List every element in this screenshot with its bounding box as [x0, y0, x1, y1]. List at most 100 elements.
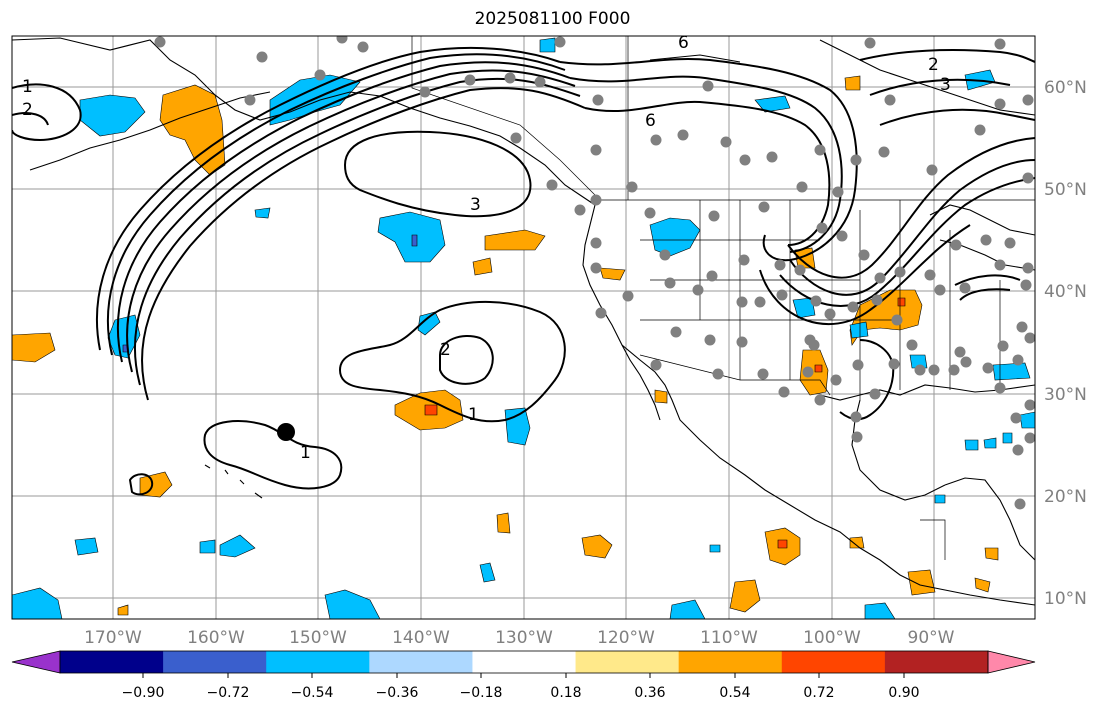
strong-positive-core [424, 404, 438, 416]
negative-anomaly-region [79, 94, 146, 137]
station-marker [766, 151, 778, 163]
station-marker [419, 86, 431, 98]
colorbar-segment [369, 651, 473, 673]
latitude-label: 60°N [1044, 78, 1087, 98]
colorbar [11, 650, 1036, 674]
contour-label: 3 [940, 75, 951, 95]
negative-anomaly-region [1019, 411, 1035, 429]
station-marker [736, 296, 748, 308]
negative-anomaly-region [324, 589, 381, 619]
station-marker [670, 326, 682, 338]
contour-label: 2 [22, 100, 33, 120]
contour-label: 2 [928, 55, 939, 75]
station-marker [824, 308, 836, 320]
station-marker [804, 334, 816, 346]
station-marker [357, 41, 369, 53]
station-marker [830, 374, 842, 386]
station-marker [464, 74, 476, 86]
contour-label: 3 [470, 195, 481, 215]
station-marker [1004, 237, 1016, 249]
negative-anomaly-region [1002, 432, 1013, 444]
latitude-label: 20°N [1044, 487, 1087, 507]
station-marker [712, 368, 724, 380]
colorbar-segment [575, 651, 680, 673]
colorbar-tick-label: −0.36 [376, 685, 419, 701]
colorbar-tick-label: −0.18 [460, 685, 503, 701]
station-marker [1016, 321, 1028, 333]
positive-anomaly-region [484, 229, 546, 251]
station-marker [796, 181, 808, 193]
station-marker [948, 364, 960, 376]
latitude-label: 10°N [1044, 589, 1087, 609]
station-marker [736, 336, 748, 348]
station-marker [554, 36, 566, 48]
station-marker [704, 334, 716, 346]
station-marker [794, 264, 806, 276]
negative-anomaly-region [219, 534, 256, 558]
negative-anomaly-region [983, 437, 997, 449]
negative-anomaly-region [909, 354, 928, 369]
longitude-label: 120°W [597, 628, 655, 648]
station-marker [757, 368, 769, 380]
anomaly-shading [12, 37, 1035, 619]
station-marker [851, 431, 863, 443]
station-marker [874, 272, 886, 284]
station-marker [546, 179, 558, 191]
colorbar-segment [163, 651, 267, 673]
station-marker [816, 222, 828, 234]
station-marker [504, 72, 516, 84]
station-marker [1022, 262, 1034, 274]
negative-anomaly-region [754, 95, 791, 113]
station-marker [934, 284, 946, 296]
station-marker [644, 207, 656, 219]
station-marker [738, 254, 750, 266]
colorbar-tick-label: 0.36 [634, 685, 665, 701]
station-marker [574, 204, 586, 216]
colorbar-extend-min [11, 650, 61, 674]
station-marker [1024, 332, 1035, 344]
station-marker [659, 249, 671, 261]
station-marker [1020, 279, 1032, 291]
contour-label: 6 [645, 111, 656, 131]
longitude-label: 130°W [495, 628, 553, 648]
negative-anomaly-region [377, 211, 446, 263]
station-marker [888, 358, 900, 370]
station-marker [814, 144, 826, 156]
station-marker [256, 51, 268, 63]
station-marker [878, 146, 890, 158]
station-marker [590, 144, 602, 156]
negative-anomaly-region [417, 311, 441, 336]
station-marker [1022, 172, 1034, 184]
station-marker [677, 129, 689, 141]
negative-anomaly-region [964, 439, 979, 451]
longitude-label: 110°W [700, 628, 758, 648]
map-title: 2025081100 F000 [474, 9, 631, 29]
station-marker [758, 201, 770, 213]
longitude-label: 170°W [84, 628, 142, 648]
station-marker [850, 411, 862, 423]
latitude-label: 40°N [1044, 282, 1087, 302]
latitude-label: 50°N [1044, 180, 1087, 200]
contour-label: 1 [300, 443, 311, 463]
station-marker [906, 339, 918, 351]
highlight-marker [277, 423, 295, 441]
station-marker [884, 94, 896, 106]
station-marker [708, 210, 720, 222]
station-marker [950, 239, 962, 251]
negative-anomaly-region [934, 494, 946, 504]
station-marker [928, 364, 940, 376]
station-marker [1024, 399, 1035, 411]
coastlines [12, 37, 1035, 606]
station-marker [1010, 412, 1022, 424]
colorbar-tick-label: 0.18 [550, 685, 581, 701]
station-marker [510, 132, 522, 144]
latitude-label: 30°N [1044, 385, 1087, 405]
station-marker [832, 186, 844, 198]
station-marker [702, 80, 714, 92]
station-marker [1024, 432, 1035, 444]
station-marker [852, 359, 864, 371]
station-marker [869, 388, 881, 400]
station-marker [692, 284, 704, 296]
positive-anomaly-region [974, 577, 991, 593]
